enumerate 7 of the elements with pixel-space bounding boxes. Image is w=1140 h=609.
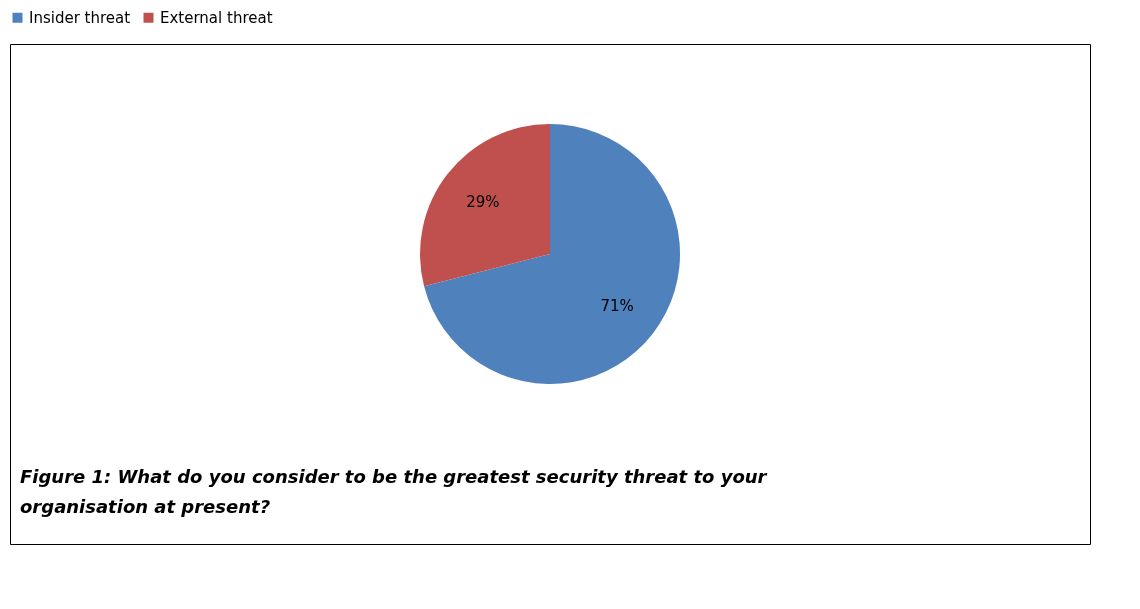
caption: Figure 1: What do you consider to be the greatest security threat to your organisation at present? <box>20 466 768 517</box>
pie-slice <box>424 124 680 384</box>
legend-label: External threat <box>160 8 273 27</box>
data-label: 71% <box>600 297 634 316</box>
legend-label: Insider threat <box>29 8 131 27</box>
data-label: 29% <box>466 192 500 211</box>
pie-slice <box>420 124 550 287</box>
